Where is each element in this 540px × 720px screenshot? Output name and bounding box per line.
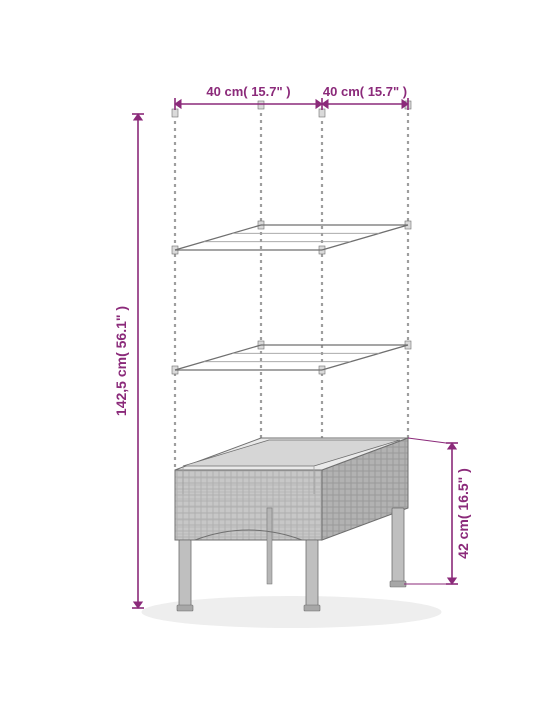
diagram-svg: 40 cm( 15.7" ) 40 cm( 15.7" ) 142,5 cm( 56…	[0, 0, 540, 720]
dimension-width-left: 40 cm( 15.7" )	[206, 84, 290, 99]
dimension-height-box: 42 cm( 16.5" )	[455, 468, 471, 559]
dimension-width-right: 40 cm( 15.7" )	[323, 84, 407, 99]
diagram-stage: 40 cm( 15.7" ) 40 cm( 15.7" ) 142,5 cm( 56…	[0, 0, 540, 720]
dimension-height-total: 142,5 cm( 56.1" )	[113, 306, 129, 416]
